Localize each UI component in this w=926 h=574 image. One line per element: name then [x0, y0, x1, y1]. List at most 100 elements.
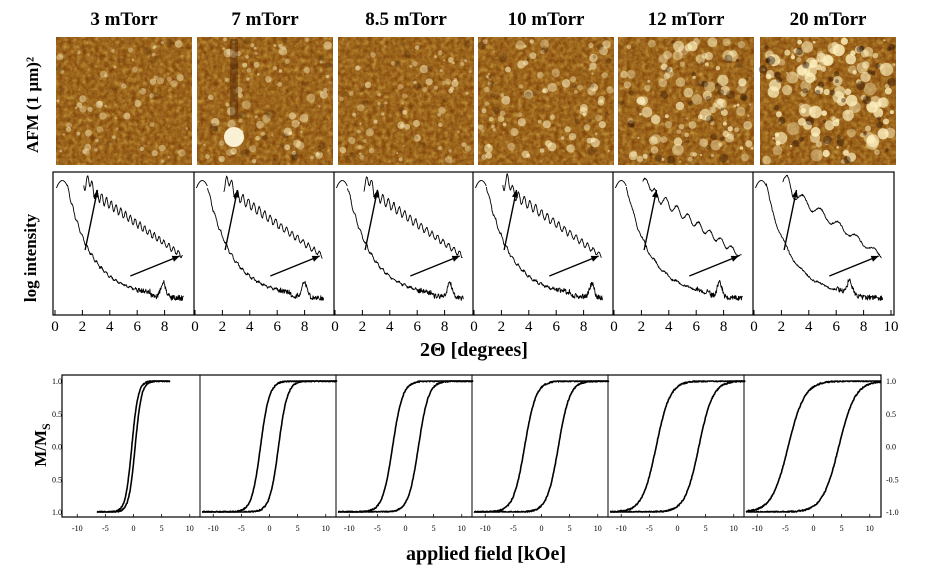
xrr-tick-label: 8 [580, 319, 588, 335]
mag-row-label-main: M/M [31, 430, 50, 467]
xrr-tick-label: 4 [525, 319, 533, 335]
mag-xtick-label: 10 [866, 524, 874, 533]
xrr-arrow [503, 189, 518, 251]
xrr-tick-label: 2 [79, 319, 87, 335]
xrr-arrow [224, 189, 239, 251]
xrr-panel-10-mtorr: 0 2 4 6 8 [470, 173, 604, 335]
mag-xtick-label: 10 [594, 524, 602, 533]
afm-row-label: AFM (1 µm)² [23, 57, 42, 153]
xrr-tick-label: 8 [301, 319, 309, 335]
magnetization-row: 1.0 0.5 0.0 0.5 1.0 1.0 0.5 0.0 -0.5 -1.0 -10 -5 0 5 1… [52, 375, 899, 533]
mag-xtick-label: 10 [322, 524, 330, 533]
mag-ytick-right: -0.5 [886, 475, 899, 484]
mag-xtick-label: -10 [616, 524, 627, 533]
xrr-tick-label: 4 [246, 319, 254, 335]
pressure-title-10-mtorr: 10 mTorr [508, 9, 585, 30]
afm-image-20-mtorr [758, 37, 896, 165]
mag-xtick-label: -5 [102, 524, 109, 533]
xrr-arrow [549, 255, 599, 277]
xrr-tick-label: 2 [219, 319, 227, 335]
mag-xtick-label: 0 [540, 524, 544, 533]
mag-xtick-label: 0 [268, 524, 272, 533]
mag-ytick-left: 1.0 [52, 377, 62, 386]
mag-xtick-label: 5 [160, 524, 164, 533]
xrr-tick-label: 6 [692, 319, 700, 335]
afm-image-12-mtorr [618, 37, 754, 165]
mag-loop-10-mtorr: -10 -5 0 5 10 [473, 380, 610, 533]
mag-xtick-label: -5 [782, 524, 789, 533]
mag-xtick-label: -10 [72, 524, 83, 533]
mag-loop-12-mtorr: -10 -5 0 5 10 [609, 380, 746, 533]
xrr-tick-label: 0 [51, 319, 59, 335]
mag-xtick-label: -10 [752, 524, 763, 533]
mag-ytick-right: 1.0 [886, 377, 896, 386]
mag-xtick-label: 0 [404, 524, 408, 533]
xrr-panel-12-mtorr: 0 2 4 6 8 [610, 177, 743, 335]
xrr-tick-label: 2 [638, 319, 646, 335]
mag-xtick-label: 5 [432, 524, 436, 533]
xrr-arrow [410, 255, 460, 277]
xrr-arrow [270, 255, 320, 277]
mag-xtick-label: -5 [238, 524, 245, 533]
pressure-title-3-mtorr: 3 mTorr [90, 9, 158, 30]
xrr-tick-label: 6 [413, 319, 421, 335]
afm-image-3-mtorr [56, 37, 192, 165]
mag-xtick-label: 10 [458, 524, 466, 533]
mag-xtick-label: 5 [704, 524, 708, 533]
xrr-tick-label: 2 [498, 319, 506, 335]
xrr-tick-label: 2 [359, 319, 367, 335]
xrr-tick-label: 10 [884, 319, 899, 335]
xrr-tick-label: 4 [665, 319, 673, 335]
afm-image-8-5-mtorr [338, 37, 474, 165]
xrr-row-label: log intensity [21, 213, 40, 302]
xrr-panel-20-mtorr: 0 2 4 6 8 10 [750, 174, 899, 335]
mag-xtick-label: 0 [676, 524, 680, 533]
xrr-tick-label: 6 [273, 319, 281, 335]
xrr-tick-label: 0 [610, 319, 618, 335]
pressure-title-20-mtorr: 20 mTorr [790, 9, 867, 30]
mag-xtick-label: -10 [208, 524, 219, 533]
mag-ytick-left: 0.5 [52, 475, 62, 484]
mag-xtick-label: 10 [730, 524, 738, 533]
afm-image-10-mtorr [477, 37, 614, 165]
xrr-tick-label: 8 [441, 319, 449, 335]
xrr-arrow [829, 255, 879, 277]
mag-xtick-label: -5 [374, 524, 381, 533]
pressure-title-8-5-mtorr: 8.5 mTorr [365, 9, 447, 30]
mag-ytick-right: -1.0 [886, 508, 899, 517]
xrr-tick-label: 6 [832, 319, 840, 335]
mag-loop-7-mtorr: -10 -5 0 5 10 [201, 380, 338, 533]
mag-row-label: M/MS [31, 423, 53, 467]
xrr-tick-label: 0 [331, 319, 339, 335]
xrr-tick-label: 0 [470, 319, 478, 335]
xrr-tick-label: 6 [133, 319, 141, 335]
xrr-x-axis-label: 2Θ [degrees] [420, 339, 528, 361]
xrr-tick-label: 2 [778, 319, 786, 335]
mag-loop-8-5-mtorr: -10 -5 0 5 10 [337, 380, 474, 533]
mag-ytick-left: 1.0 [52, 508, 62, 517]
xrr-panel-8-5-mtorr: 0 2 4 6 8 [331, 176, 464, 335]
mag-ytick-left: 0.0 [52, 443, 62, 452]
xrr-panel-3-mtorr: 0 2 4 6 8 [51, 175, 184, 335]
mag-loop-3-mtorr: -10 -5 0 5 10 [72, 380, 194, 533]
mag-row-label-sub: S [39, 423, 53, 430]
xrr-tick-label: 6 [552, 319, 560, 335]
mag-xtick-label: 5 [840, 524, 844, 533]
xrr-arrow [643, 189, 658, 251]
xrr-panel-7-mtorr: 0 2 4 6 8 [191, 175, 325, 335]
pressure-title-7-mtorr: 7 mTorr [231, 9, 299, 30]
mag-xtick-label: 5 [568, 524, 572, 533]
xrr-arrow [783, 189, 798, 251]
mag-ytick-right: 0.0 [886, 443, 896, 452]
mag-xtick-label: 0 [812, 524, 816, 533]
xrr-row: 0 2 4 6 8 0 2 4 6 8 0 2 4 6 8 0 2 4 6 8 0 2 4 6 8 0 2 4 6 8 10 [51, 172, 899, 335]
xrr-arrow [130, 255, 180, 277]
xrr-arrow [689, 255, 739, 277]
mag-xtick-label: 0 [132, 524, 136, 533]
xrr-tick-label: 0 [750, 319, 758, 335]
mag-xtick-label: 5 [296, 524, 300, 533]
pressure-title-12-mtorr: 12 mTorr [648, 9, 725, 30]
mag-xtick-label: -5 [646, 524, 653, 533]
mag-xtick-label: 10 [186, 524, 194, 533]
